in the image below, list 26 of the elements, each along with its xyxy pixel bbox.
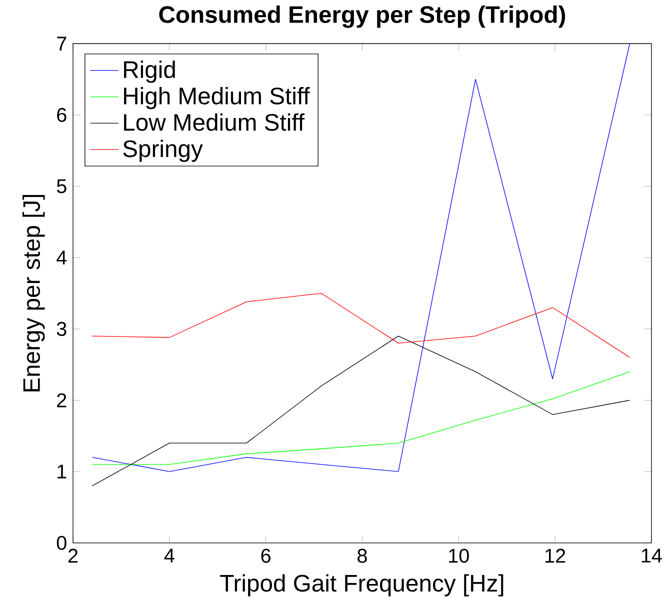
x-tick-label: 10 (449, 549, 469, 564)
legend-label: High Medium Stiff (124, 87, 310, 110)
line-series (92, 44, 630, 472)
y-axis-title: Energy per step [J] (22, 195, 45, 392)
legend-label: Low Medium Stiff (124, 114, 305, 132)
legend-label: Springy (123, 140, 203, 162)
line-series (92, 372, 630, 466)
y-tick-label: 5 (56, 180, 66, 194)
y-tick-label: 3 (56, 322, 66, 336)
legend-label: Rigid (124, 60, 175, 84)
line-series (92, 293, 630, 358)
x-tick-label: 8 (358, 549, 367, 564)
chart-title: Consumed Energy per Step (Tripod) (159, 6, 566, 28)
y-tick-label: 2 (57, 394, 66, 408)
y-tick-label: 6 (57, 108, 66, 122)
y-tick-label: 4 (56, 251, 67, 265)
line-series (92, 336, 630, 486)
y-tick-label: 1 (58, 465, 66, 479)
x-tick-label: 6 (261, 549, 270, 564)
x-tick-label: 2 (68, 549, 78, 563)
x-axis-title: Tripod Gait Frequency [Hz] (220, 574, 504, 597)
x-tick-label: 14 (642, 549, 662, 563)
x-tick-label: 4 (164, 549, 174, 563)
y-tick-label: 0 (56, 536, 66, 550)
x-tick-label: 12 (545, 549, 566, 563)
y-tick-label: 7 (57, 37, 66, 51)
